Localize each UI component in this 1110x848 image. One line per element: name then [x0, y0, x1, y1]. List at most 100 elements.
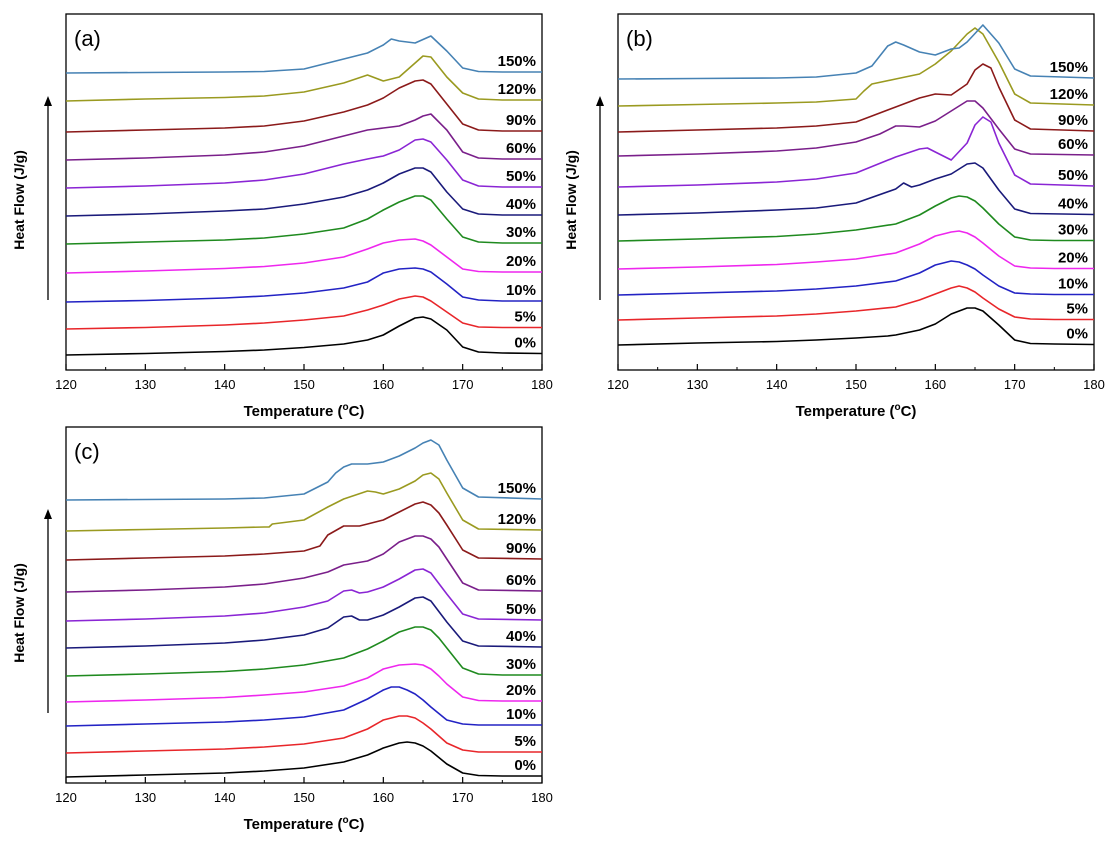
series-line-150pct	[65, 35, 542, 74]
series-line-40pct	[617, 162, 1095, 216]
series-label: 20%	[1058, 250, 1088, 267]
x-tick-label: 150	[293, 377, 315, 392]
x-tick-label: 150	[293, 790, 315, 805]
series-label: 5%	[514, 733, 536, 750]
series-line-120pct	[617, 27, 1095, 107]
series-line-10pct	[617, 260, 1094, 296]
series-line-20pct	[617, 230, 1094, 270]
series-label: 0%	[1066, 326, 1088, 343]
arrow-head-icon	[44, 509, 52, 519]
series-label: 120%	[498, 511, 536, 528]
series-label: 10%	[506, 706, 536, 723]
series-label: 150%	[498, 480, 536, 497]
x-tick-label: 130	[134, 790, 156, 805]
series-label: 30%	[1058, 222, 1088, 239]
series-label: 5%	[1066, 301, 1088, 318]
series-label: 60%	[506, 572, 536, 589]
series-line-20pct	[65, 663, 542, 703]
arrow-head-icon	[44, 96, 52, 106]
x-tick-label: 130	[686, 377, 708, 392]
x-axis-title: Temperature (oC)	[244, 402, 365, 420]
series-line-60pct	[617, 100, 1095, 157]
chart-panel-b: 120 130 140 150 160 170 180 Temperature (oC) Hea…	[563, 13, 1105, 420]
x-tick-label: 170	[1004, 377, 1026, 392]
x-tick-label: 170	[452, 790, 474, 805]
x-tick-label: 180	[531, 377, 553, 392]
series-label: 90%	[506, 112, 536, 129]
series-line-30pct	[617, 195, 1094, 242]
series-label: 120%	[1050, 86, 1088, 103]
series-line-40pct	[65, 167, 542, 217]
series-label: 30%	[506, 224, 536, 241]
x-tick-label: 120	[607, 377, 629, 392]
series-label: 20%	[506, 253, 536, 270]
series-label: 40%	[1058, 196, 1088, 213]
x-tick-label: 140	[766, 377, 788, 392]
series-label: 90%	[1058, 112, 1088, 129]
series-label: 5%	[514, 309, 536, 326]
series-line-90pct	[65, 79, 542, 133]
series-line-20pct	[65, 238, 542, 274]
series-label: 150%	[498, 53, 536, 70]
series-line-0pct	[65, 316, 543, 356]
series-line-120pct	[65, 55, 542, 102]
x-tick-label: 140	[214, 377, 236, 392]
series-line-150pct	[617, 24, 1095, 80]
series-line-30pct	[65, 195, 542, 245]
series-label: 40%	[506, 196, 536, 213]
series-line-90pct	[617, 63, 1095, 133]
series-line-50pct	[65, 568, 543, 622]
series-label: 50%	[1058, 167, 1088, 184]
series-line-60pct	[65, 535, 543, 593]
series-line-5pct	[617, 285, 1094, 321]
x-tick-label: 150	[845, 377, 867, 392]
panel-label: (a)	[74, 26, 101, 51]
series-line-5pct	[65, 295, 542, 330]
series-label: 0%	[514, 757, 536, 774]
y-axis-title: Heat Flow (J/g)	[11, 150, 27, 250]
series-label: 60%	[1058, 136, 1088, 153]
panel-label: (c)	[74, 439, 100, 464]
series-line-0pct	[65, 741, 542, 778]
x-axis-title: Temperature (oC)	[796, 402, 917, 420]
series-label: 40%	[506, 628, 536, 645]
x-tick-label: 140	[214, 790, 236, 805]
series-line-5pct	[65, 715, 542, 754]
y-axis-title: Heat Flow (J/g)	[11, 563, 27, 663]
series-label: 50%	[506, 601, 536, 618]
series-label: 10%	[1058, 276, 1088, 293]
series-label: 0%	[514, 335, 536, 352]
series-label: 50%	[506, 168, 536, 185]
arrow-head-icon	[596, 96, 604, 106]
series-line-60pct	[65, 113, 542, 161]
series-line-10pct	[65, 267, 542, 303]
series-line-150pct	[65, 439, 543, 501]
x-tick-label: 120	[55, 377, 77, 392]
x-axis-title: Temperature (oC)	[244, 815, 365, 833]
series-label: 90%	[506, 540, 536, 557]
series-line-10pct	[65, 686, 542, 727]
series-line-0pct	[617, 307, 1095, 346]
series-line-50pct	[65, 138, 542, 189]
series-label: 120%	[498, 81, 536, 98]
series-label: 20%	[506, 682, 536, 699]
x-tick-label: 170	[452, 377, 474, 392]
panel-label: (b)	[626, 26, 653, 51]
series-label: 30%	[506, 656, 536, 673]
y-axis-title: Heat Flow (J/g)	[563, 150, 579, 250]
x-tick-label: 160	[372, 377, 394, 392]
series-label: 60%	[506, 140, 536, 157]
series-label: 10%	[506, 282, 536, 299]
x-tick-label: 180	[531, 790, 553, 805]
x-tick-label: 130	[134, 377, 156, 392]
chart-panel-c: 120 130 140 150 160 170 180 Temperature (oC) Hea…	[11, 426, 553, 833]
series-line-50pct	[617, 116, 1095, 188]
x-tick-label: 160	[372, 790, 394, 805]
plot-frame	[65, 426, 543, 784]
x-tick-label: 160	[924, 377, 946, 392]
x-tick-label: 120	[55, 790, 77, 805]
series-line-40pct	[65, 596, 543, 649]
series-line-90pct	[65, 501, 543, 561]
x-tick-label: 180	[1083, 377, 1105, 392]
